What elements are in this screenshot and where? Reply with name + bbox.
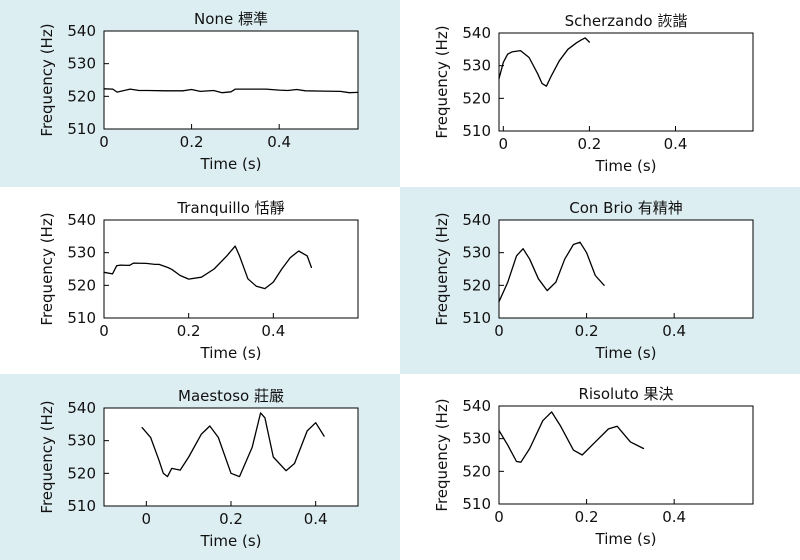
y-axis-label: Frequency (Hz): [433, 25, 451, 138]
chart-title: Risoluto 果決: [578, 385, 673, 403]
series-line: [141, 412, 325, 478]
chart-panel-4: Con Brio 有精神 0 0.2 0.4 510 520 530 540 Time (s) F…: [400, 187, 800, 374]
x-tick-label: 0.2: [575, 322, 599, 340]
plot-area: [103, 407, 359, 507]
chart-title: Scherzando 詼諧: [565, 12, 688, 30]
x-tick-label: 0: [494, 508, 504, 526]
y-tick-label: 520: [67, 87, 96, 105]
chart-panel-6: Risoluto 果決 0 0.2 0.4 510 520 530 540 Time (s) Fr…: [400, 374, 800, 560]
y-tick-label: 530: [67, 432, 96, 450]
series-line: [498, 241, 605, 303]
y-tick-label: 530: [462, 430, 491, 448]
y-tick-label: 540: [462, 397, 491, 415]
chart-panel-1: None 標準 0 0.2 0.4 510 520 530 540 Time (s) Freque…: [0, 0, 400, 187]
x-axis-label: Time (s): [595, 530, 657, 548]
x-tick-label: 0.2: [180, 133, 204, 151]
y-tick-label: 540: [67, 22, 96, 40]
x-tick-label: 0.4: [664, 135, 688, 153]
y-axis-label: Frequency (Hz): [433, 212, 451, 325]
x-tick-label: 0: [99, 133, 109, 151]
y-tick-label: 540: [67, 399, 96, 417]
y-tick-label: 520: [67, 276, 96, 294]
plot-area: [498, 32, 754, 132]
y-tick-label: 540: [462, 211, 491, 229]
series-line: [103, 88, 359, 94]
x-tick-label: 0.2: [577, 135, 601, 153]
y-tick-label: 540: [462, 24, 491, 42]
series-line: [103, 245, 313, 290]
y-tick-label: 510: [67, 120, 96, 138]
x-tick-label: 0.4: [267, 133, 291, 151]
plot-area: [498, 219, 754, 319]
x-tick-label: 0: [494, 322, 504, 340]
y-tick-label: 530: [67, 55, 96, 73]
x-axis-label: Time (s): [595, 344, 657, 362]
chart-panel-2: Scherzando 詼諧 0 0.2 0.4 510 520 530 540 Time (s)…: [400, 0, 800, 187]
y-tick-label: 540: [67, 211, 96, 229]
y-tick-label: 520: [67, 464, 96, 482]
x-tick-label: 0.2: [575, 508, 599, 526]
chart-title: None 標準: [194, 10, 268, 28]
y-tick-label: 530: [462, 244, 491, 262]
y-tick-label: 510: [462, 309, 491, 327]
y-tick-label: 520: [462, 89, 491, 107]
chart-title: Tranquillo 恬靜: [176, 199, 284, 217]
chart-panel-3: Tranquillo 恬靜 0 0.2 0.4 510 520 530 540 Time (s)…: [0, 187, 400, 374]
x-tick-label: 0.2: [177, 322, 201, 340]
x-tick-label: 0: [499, 135, 509, 153]
y-axis-label: Frequency (Hz): [38, 212, 56, 325]
chart-title: Maestoso 莊嚴: [178, 387, 284, 405]
x-tick-label: 0.4: [304, 510, 328, 528]
y-tick-label: 510: [462, 495, 491, 513]
x-axis-label: Time (s): [595, 157, 657, 175]
y-axis-label: Frequency (Hz): [38, 23, 56, 136]
x-tick-label: 0: [142, 510, 152, 528]
x-axis-label: Time (s): [200, 532, 262, 550]
series-line: [498, 411, 645, 463]
chart-title: Con Brio 有精神: [569, 199, 683, 217]
y-axis-label: Frequency (Hz): [38, 400, 56, 513]
y-tick-label: 520: [462, 276, 491, 294]
chart-panel-5: Maestoso 莊嚴 0 0.2 0.4 510 520 530 540 Time (s) Fr…: [0, 374, 400, 560]
x-axis-label: Time (s): [200, 344, 262, 362]
series-line: [498, 37, 591, 87]
x-tick-label: 0.4: [662, 322, 686, 340]
y-tick-label: 510: [67, 309, 96, 327]
y-tick-label: 510: [67, 497, 96, 515]
x-axis-label: Time (s): [200, 155, 262, 173]
plot-area: [103, 30, 359, 130]
y-tick-label: 520: [462, 462, 491, 480]
x-tick-label: 0: [99, 322, 109, 340]
y-tick-label: 530: [67, 244, 96, 262]
plot-area: [103, 219, 359, 319]
y-tick-label: 530: [462, 57, 491, 75]
y-tick-label: 510: [462, 122, 491, 140]
x-tick-label: 0.2: [219, 510, 243, 528]
x-tick-label: 0.4: [261, 322, 285, 340]
x-tick-label: 0.4: [662, 508, 686, 526]
plot-area: [498, 405, 754, 505]
y-axis-label: Frequency (Hz): [433, 398, 451, 511]
